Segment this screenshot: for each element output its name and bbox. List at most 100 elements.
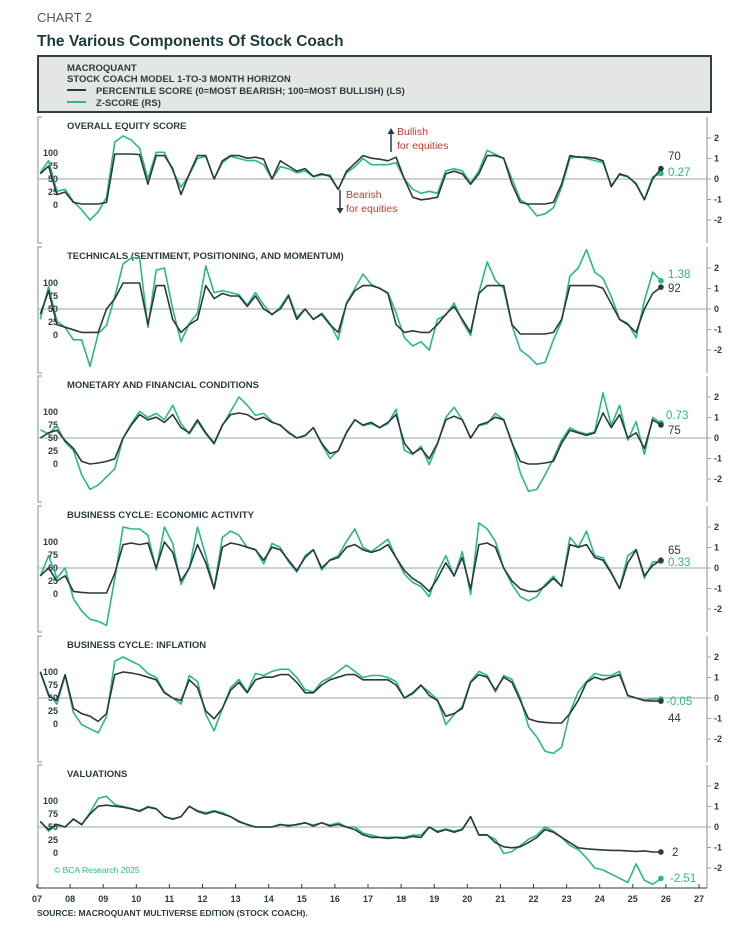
x-tick-label: 24: [595, 894, 605, 904]
right-tick-label: -2: [714, 604, 722, 614]
zscore-end-label: 0.73: [666, 410, 688, 422]
right-tick-label: -2: [714, 345, 722, 355]
x-tick-label: 20: [462, 894, 472, 904]
zscore-line: [39, 135, 662, 221]
x-tick-label: 14: [264, 894, 274, 904]
right-tick-label: 2: [714, 392, 719, 402]
right-tick-label: 2: [714, 652, 719, 662]
copyright: © BCA Research 2025: [54, 865, 140, 875]
right-tick-label: 0: [714, 174, 719, 184]
left-tick-label: 25: [48, 835, 58, 845]
x-tick-label: 16: [330, 894, 340, 904]
left-axis: [37, 635, 42, 763]
right-tick-label: 1: [714, 413, 719, 423]
left-tick-label: 0: [53, 589, 58, 599]
right-tick-label: 1: [714, 802, 719, 812]
percentile-line-end-dot: [658, 557, 664, 563]
zscore-line: [39, 248, 662, 368]
x-tick-label: 12: [197, 894, 207, 904]
right-tick-label: 2: [714, 133, 719, 143]
panel-title: OVERALL EQUITY SCORE: [67, 121, 186, 132]
panel-title: BUSINESS CYCLE: ECONOMIC ACTIVITY: [67, 510, 255, 521]
right-tick-label: 0: [714, 304, 719, 314]
right-tick-label: -1: [714, 195, 722, 205]
left-tick-label: 100: [43, 278, 58, 288]
source-note: SOURCE: MACROQUANT MULTIVERSE EDITION (S…: [37, 908, 308, 918]
zscore-line-end-dot: [658, 277, 664, 284]
legend-zscore-label: Z-SCORE (RS): [96, 98, 161, 109]
left-tick-label: 50: [48, 433, 58, 443]
legend-line1: MACROQUANT: [67, 63, 137, 74]
zscore-line: [39, 522, 661, 627]
left-tick-label: 25: [48, 576, 58, 586]
left-tick-label: 100: [43, 796, 58, 806]
left-tick-label: 0: [53, 848, 58, 858]
left-axis: [37, 246, 42, 374]
left-tick-label: 0: [53, 459, 58, 469]
left-tick-label: 0: [53, 719, 58, 729]
x-tick-label: 23: [562, 894, 572, 904]
zscore-line-end-dot: [658, 170, 664, 177]
zscore-line: [39, 656, 661, 755]
left-tick-label: 75: [48, 550, 58, 560]
x-tick-label: 26: [661, 894, 671, 904]
percentile-line: [39, 153, 662, 205]
chart-number: CHART 2: [37, 10, 92, 25]
right-tick-label: 1: [714, 543, 719, 553]
x-tick-label: 10: [131, 894, 141, 904]
right-tick-label: -1: [714, 843, 722, 853]
panel-4: BUSINESS CYCLE: ECONOMIC ACTIVITY1007550…: [37, 505, 722, 633]
right-tick-label: -2: [714, 734, 722, 744]
x-tick-label: 27: [694, 894, 704, 904]
percentile-line-end-dot: [658, 165, 664, 172]
bearish-annotation: Bearish for equities: [336, 189, 397, 215]
right-tick-label: -2: [714, 215, 722, 225]
x-tick-label: 13: [231, 894, 241, 904]
x-tick-label: 21: [495, 894, 505, 904]
right-tick-label: -2: [714, 474, 722, 484]
percentile-line: [39, 541, 662, 594]
left-tick-label: 25: [48, 187, 58, 197]
zscore-line: [39, 392, 662, 493]
left-axis: [37, 505, 42, 633]
chart-title: The Various Components Of Stock Coach: [37, 33, 344, 50]
up-arrowhead-icon: [387, 128, 395, 134]
percentile-end-label: 2: [672, 847, 678, 859]
panel-2: TECHNICALS (SENTIMENT, POSITIONING, AND …: [37, 246, 722, 374]
left-axis: [37, 375, 42, 503]
down-arrowhead-icon: [336, 208, 344, 214]
zscore-line-end-dot: [658, 875, 664, 882]
right-tick-label: 2: [714, 263, 719, 273]
panel-3: MONETARY AND FINANCIAL CONDITIONS1007550…: [37, 375, 722, 503]
percentile-end-label: 70: [668, 151, 681, 163]
percentile-line-end-dot: [658, 849, 664, 855]
x-tick-label: 17: [363, 894, 373, 904]
panel-5: BUSINESS CYCLE: INFLATION1007550250210-1…: [37, 635, 722, 763]
right-tick-label: 0: [714, 822, 719, 832]
left-tick-label: 100: [43, 148, 58, 158]
right-tick-label: 0: [714, 563, 719, 573]
bullish-text-2: for equities: [397, 140, 448, 152]
percentile-end-label: 75: [668, 425, 681, 437]
x-tick-label: 08: [65, 894, 75, 904]
left-tick-label: 75: [48, 809, 58, 819]
left-tick-label: 100: [43, 537, 58, 547]
percentile-line-end-dot: [658, 284, 664, 290]
x-tick-label: 11: [165, 894, 175, 904]
x-tick-label: 07: [32, 894, 42, 904]
percentile-line: [39, 282, 662, 335]
x-axis: 07 08 09 10 11 12 13 14 15 16 17 18 19 20 21 22 23 24 25 26…: [32, 884, 707, 904]
left-tick-label: 25: [48, 446, 58, 456]
panel-1: OVERALL EQUITY SCORE1007550250210-1-2700…: [37, 116, 722, 244]
x-tick-label: 19: [429, 894, 439, 904]
zscore-end-label: 0.27: [668, 167, 690, 179]
x-tick-label: 25: [628, 894, 638, 904]
left-tick-label: 75: [48, 420, 58, 430]
zscore-end-label: 1.38: [668, 269, 690, 281]
percentile-line-end-dot: [658, 422, 664, 428]
right-tick-label: -1: [714, 325, 722, 335]
percentile-line: [39, 804, 661, 853]
right-tick-label: -1: [714, 714, 722, 724]
left-axis: [37, 116, 42, 244]
